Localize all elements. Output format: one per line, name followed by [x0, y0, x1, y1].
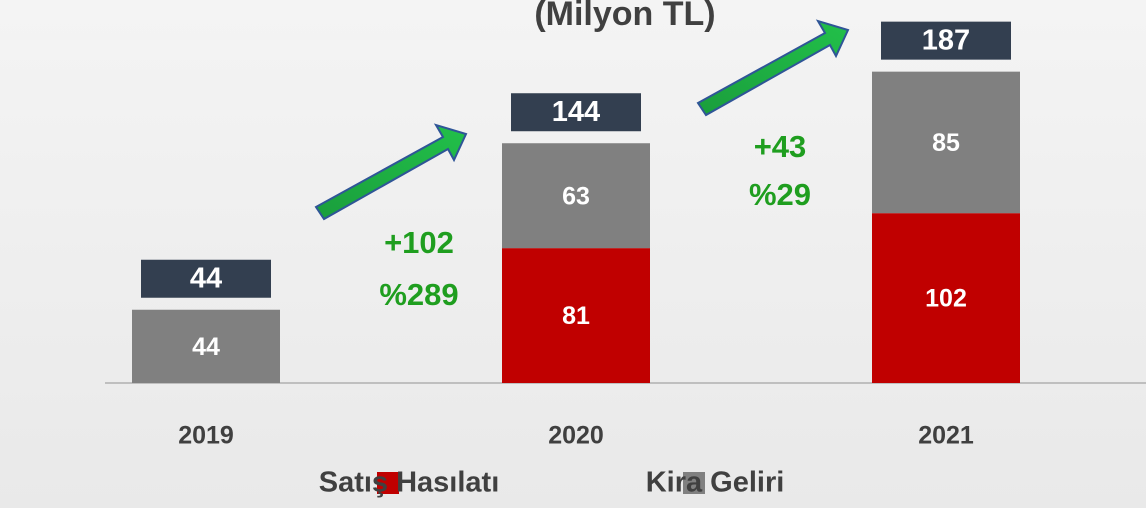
total-box: [511, 93, 641, 132]
total-label: 187: [922, 24, 970, 56]
value-label: 85: [932, 129, 960, 157]
chart-title: (Milyon TL): [534, 0, 715, 33]
total-label: 44: [190, 262, 222, 294]
bar-segment: [502, 248, 650, 383]
value-label: 102: [925, 285, 967, 313]
bar-segment: [502, 143, 650, 249]
growth-arrow: [696, 19, 850, 117]
legend-swatch: [377, 472, 399, 494]
annotation: %29: [749, 177, 811, 212]
bar-segment: [872, 71, 1020, 214]
x-tick-label: 2019: [178, 422, 234, 450]
legend-label: Kira Geliri: [646, 467, 785, 499]
total-label: 144: [552, 96, 600, 128]
annotation: %289: [379, 277, 458, 312]
value-label: 44: [192, 333, 220, 361]
bar-segment: [872, 213, 1020, 383]
annotation: +102: [384, 225, 454, 260]
growth-arrow: [314, 123, 468, 221]
x-tick-label: 2020: [548, 422, 604, 450]
total-box: [881, 21, 1011, 60]
x-tick-label: 2021: [918, 422, 974, 450]
legend-label: Satış Hasılatı: [319, 467, 500, 499]
total-box: [141, 259, 271, 298]
value-label: 81: [562, 302, 590, 330]
bar-segment: [132, 309, 280, 383]
annotation: +43: [754, 129, 807, 164]
value-label: 63: [562, 182, 590, 210]
legend-swatch: [683, 472, 705, 494]
